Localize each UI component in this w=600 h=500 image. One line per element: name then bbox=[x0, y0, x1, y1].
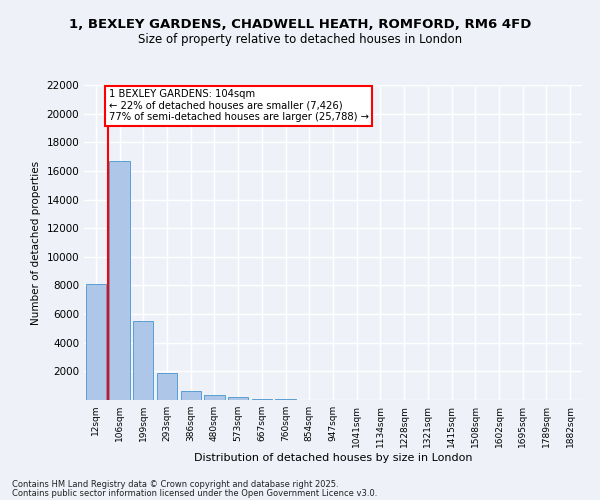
Bar bbox=[205, 395, 224, 400]
Bar bbox=[133, 322, 154, 400]
Bar bbox=[109, 161, 130, 400]
Bar bbox=[86, 284, 106, 400]
X-axis label: Distribution of detached houses by size in London: Distribution of detached houses by size … bbox=[194, 452, 472, 462]
Bar bbox=[275, 399, 296, 400]
Bar bbox=[252, 398, 272, 400]
Text: Size of property relative to detached houses in London: Size of property relative to detached ho… bbox=[138, 32, 462, 46]
Text: 1, BEXLEY GARDENS, CHADWELL HEATH, ROMFORD, RM6 4FD: 1, BEXLEY GARDENS, CHADWELL HEATH, ROMFO… bbox=[69, 18, 531, 30]
Text: Contains public sector information licensed under the Open Government Licence v3: Contains public sector information licen… bbox=[12, 488, 377, 498]
Y-axis label: Number of detached properties: Number of detached properties bbox=[31, 160, 41, 324]
Bar bbox=[228, 397, 248, 400]
Text: 1 BEXLEY GARDENS: 104sqm
← 22% of detached houses are smaller (7,426)
77% of sem: 1 BEXLEY GARDENS: 104sqm ← 22% of detach… bbox=[109, 90, 369, 122]
Text: Contains HM Land Registry data © Crown copyright and database right 2025.: Contains HM Land Registry data © Crown c… bbox=[12, 480, 338, 489]
Bar bbox=[181, 390, 201, 400]
Bar bbox=[157, 373, 177, 400]
